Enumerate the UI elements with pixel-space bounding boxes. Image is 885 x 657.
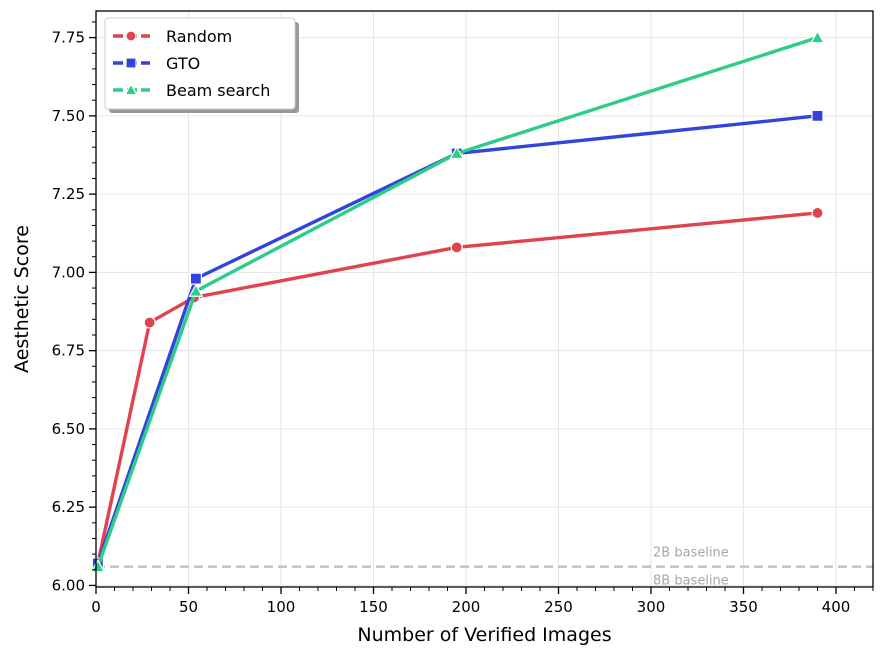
x-tick-label: 150 — [359, 598, 388, 616]
series-line-gto — [96, 114, 820, 566]
x-tick-label: 0 — [91, 598, 101, 616]
y-tick-label: 7.50 — [52, 107, 85, 125]
data-point-random — [143, 316, 156, 329]
legend-label-beam-search: Beam search — [166, 81, 270, 100]
legend-box — [104, 17, 296, 110]
series-line-beam-search — [96, 35, 820, 569]
baseline-label-2b: 2B baseline — [653, 546, 729, 561]
x-tick-label: 350 — [729, 598, 758, 616]
axis-ticks: 0 50 100 150 200 250 300 350 400 6.00 6.25 6.50 6.75… — [52, 21, 874, 616]
y-tick-label: 6.75 — [52, 342, 85, 360]
data-point-beam-search — [90, 559, 106, 573]
x-tick-label: 200 — [452, 598, 481, 616]
legend-marker-gto — [125, 57, 137, 69]
legend-marker-beam-search — [124, 83, 138, 96]
x-tick-label: 250 — [544, 598, 573, 616]
legend: Random GTO Beam search — [104, 17, 299, 113]
y-tick-label: 7.25 — [52, 185, 85, 203]
y-tick-label: 6.50 — [52, 420, 85, 438]
x-tick-label: 300 — [637, 598, 666, 616]
data-point-beam-search — [188, 283, 204, 297]
y-tick-label: 6.25 — [52, 498, 85, 516]
x-axis-title: Number of Verified Images — [357, 624, 611, 646]
series — [90, 30, 825, 573]
legend-label-gto: GTO — [166, 54, 200, 73]
data-point-gto — [811, 109, 824, 122]
data-point-random — [811, 206, 824, 220]
y-axis-title: Aesthetic Score — [11, 225, 33, 373]
baseline: 2B baseline 8B baseline — [96, 546, 873, 589]
legend-label-random: Random — [166, 27, 232, 46]
y-tick-label: 7.75 — [52, 29, 85, 47]
x-tick-label: 400 — [822, 598, 851, 616]
data-point-gto — [189, 272, 202, 285]
series-beam-search — [90, 30, 825, 573]
x-tick-label: 100 — [267, 598, 296, 616]
data-point-random — [450, 241, 463, 254]
legend-marker-random — [125, 30, 137, 42]
data-point-beam-search — [810, 30, 825, 44]
y-tick-label: 6.00 — [52, 576, 85, 594]
y-tick-label: 7.00 — [52, 263, 85, 281]
baseline-label-8b: 8B baseline — [653, 574, 729, 589]
x-tick-label: 50 — [179, 598, 198, 616]
data-point-beam-search — [449, 145, 465, 160]
